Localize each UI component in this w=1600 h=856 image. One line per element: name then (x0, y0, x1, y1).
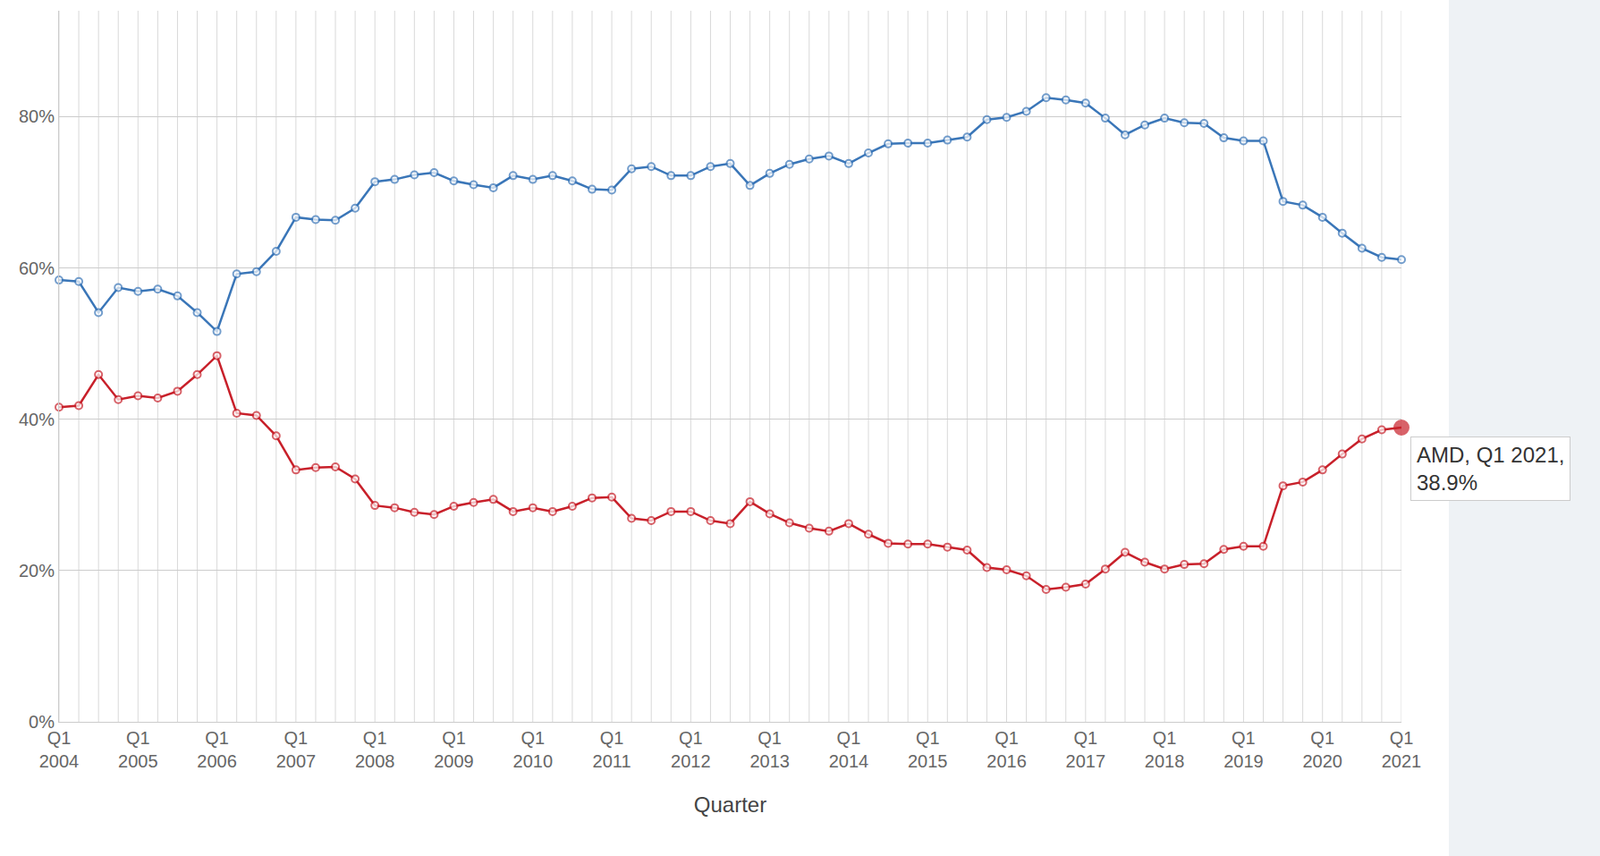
svg-text:60%: 60% (18, 258, 55, 279)
svg-text:Q12019: Q12019 (1223, 728, 1264, 771)
svg-text:Q12016: Q12016 (986, 728, 1027, 771)
svg-text:80%: 80% (18, 106, 55, 127)
svg-text:0%: 0% (28, 711, 55, 732)
svg-text:Q12014: Q12014 (829, 728, 870, 771)
svg-text:Q12015: Q12015 (907, 728, 949, 771)
svg-text:Q12018: Q12018 (1144, 728, 1186, 771)
svg-text:Q12005: Q12005 (118, 728, 159, 771)
svg-text:Q12021: Q12021 (1381, 728, 1423, 771)
svg-text:Q12020: Q12020 (1302, 728, 1343, 771)
svg-text:Q12017: Q12017 (1066, 728, 1107, 771)
svg-text:Q12007: Q12007 (276, 728, 317, 771)
svg-text:Q12012: Q12012 (670, 728, 712, 771)
svg-text:20%: 20% (18, 560, 55, 581)
svg-text:Q12004: Q12004 (39, 728, 80, 771)
svg-text:Q12010: Q12010 (513, 728, 554, 771)
svg-text:Q12011: Q12011 (592, 728, 632, 771)
svg-text:40%: 40% (18, 409, 55, 430)
svg-text:AMD, Q1 2021,38.9%: AMD, Q1 2021,38.9% (1416, 442, 1565, 495)
svg-text:Q12009: Q12009 (433, 728, 474, 771)
svg-text:Quarter: Quarter (694, 792, 767, 817)
svg-text:Q12013: Q12013 (749, 728, 790, 771)
svg-text:Q12008: Q12008 (355, 728, 396, 771)
svg-text:Q12006: Q12006 (196, 728, 238, 771)
